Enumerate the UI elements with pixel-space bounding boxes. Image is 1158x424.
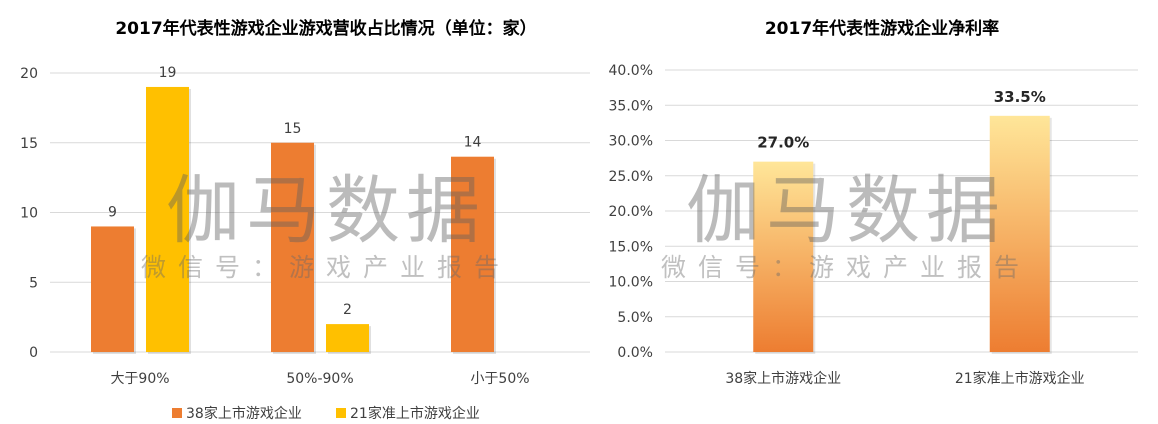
y-tick-label: 20.0% <box>609 204 653 220</box>
watermark-subtitle: 微信号：游戏产业报告 <box>141 253 511 282</box>
bar-value-label: 14 <box>464 135 482 151</box>
y-tick-label: 15 <box>20 136 38 152</box>
y-tick-label: 25.0% <box>609 169 653 185</box>
bar-value-label: 9 <box>108 204 117 220</box>
bar <box>271 142 314 352</box>
y-tick-label: 5 <box>29 275 38 291</box>
bar <box>753 161 814 352</box>
x-tick-label: 38家上市游戏企业 <box>725 370 841 387</box>
chart2-title: 2017年代表性游戏企业净利率 <box>765 18 999 39</box>
chart1-title: 2017年代表性游戏企业游戏营收占比情况（单位：家） <box>115 18 536 39</box>
legend-label: 38家上市游戏企业 <box>186 405 302 422</box>
y-tick-label: 35.0% <box>609 98 653 114</box>
chart2-x-axis: 38家上市游戏企业 21家准上市游戏企业 <box>725 370 1084 387</box>
x-tick-label: 50%-90% <box>286 371 353 387</box>
y-tick-label: 5.0% <box>617 310 653 326</box>
bar <box>91 226 134 352</box>
legend-swatch <box>172 408 182 418</box>
y-tick-label: 20 <box>20 66 38 82</box>
y-tick-label: 10 <box>20 206 38 222</box>
bar <box>451 156 494 352</box>
chart2-bars: 27.0% 33.5% <box>753 88 1052 354</box>
chart2-y-axis: 0.0% 5.0% 10.0% 15.0% 20.0% 25.0% 30.0% 35.0% 40… <box>609 63 653 361</box>
legend-label: 21家准上市游戏企业 <box>350 405 480 422</box>
bar <box>326 324 369 352</box>
revenue-share-chart: 2017年代表性游戏企业游戏营收占比情况（单位：家） 0 5 10 15 20 9 19 1… <box>20 18 590 422</box>
chart1-legend: 38家上市游戏企业 21家准上市游戏企业 <box>172 405 480 422</box>
bar-value-label: 33.5% <box>994 88 1046 106</box>
bar <box>989 115 1050 352</box>
chart1-x-axis: 大于90% 50%-90% 小于50% <box>110 371 529 387</box>
y-tick-label: 15.0% <box>609 239 653 255</box>
watermark-subtitle: 微信号：游戏产业报告 <box>661 253 1031 282</box>
bar-value-label: 19 <box>159 65 177 81</box>
bar-value-label: 15 <box>284 121 302 137</box>
bar-value-label: 27.0% <box>757 134 809 152</box>
bar <box>146 86 189 352</box>
watermark-brand: 伽马数据 <box>166 168 486 254</box>
y-tick-label: 40.0% <box>609 63 653 79</box>
x-tick-label: 小于50% <box>470 371 529 387</box>
chart1-bars: 9 19 15 2 14 <box>91 65 496 354</box>
chart1-y-axis: 0 5 10 15 20 <box>20 66 38 361</box>
y-tick-label: 30.0% <box>609 134 653 150</box>
y-tick-label: 0 <box>29 345 38 361</box>
legend-swatch <box>336 408 346 418</box>
watermark-right: 伽马数据 微信号：游戏产业报告 <box>661 168 1031 282</box>
y-tick-label: 0.0% <box>617 345 653 361</box>
chart2-gridlines <box>665 69 1138 353</box>
watermark-brand: 伽马数据 <box>686 168 1006 254</box>
x-tick-label: 大于90% <box>110 371 169 387</box>
watermark-left: 伽马数据 微信号：游戏产业报告 <box>141 168 511 282</box>
net-margin-chart: 2017年代表性游戏企业净利率 0.0% 5.0% 10.0% 15.0% 20.0% 2… <box>609 18 1138 387</box>
chart1-gridlines <box>50 72 590 353</box>
y-tick-label: 10.0% <box>609 275 653 291</box>
x-tick-label: 21家准上市游戏企业 <box>955 370 1085 387</box>
bar-value-label: 2 <box>343 302 352 318</box>
